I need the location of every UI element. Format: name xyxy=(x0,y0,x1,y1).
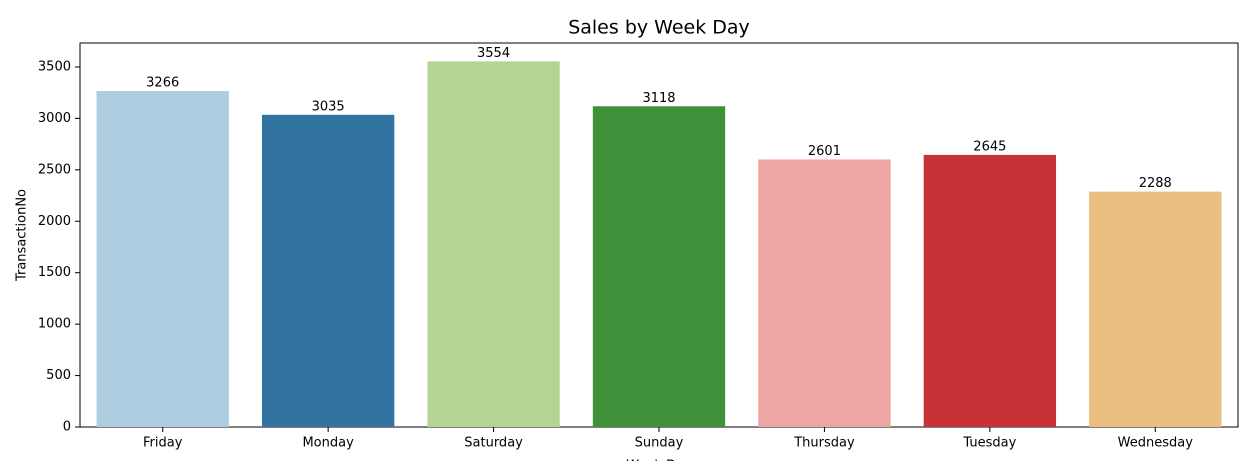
y-tick-label: 2500 xyxy=(38,162,71,177)
y-tick-label: 1500 xyxy=(38,265,71,280)
x-tick-label: Monday xyxy=(302,436,354,451)
chart-title: Sales by Week Day xyxy=(568,17,750,39)
y-tick-label: 500 xyxy=(46,368,71,383)
bar xyxy=(1089,191,1222,427)
y-tick-label: 3500 xyxy=(38,59,71,74)
x-tick-label: Thursday xyxy=(793,436,855,451)
y-tick-label: 0 xyxy=(63,420,71,435)
data-label: 2288 xyxy=(1139,176,1172,191)
bar xyxy=(592,106,726,428)
x-tick-label: Sunday xyxy=(635,436,684,451)
data-label: 3035 xyxy=(312,99,345,114)
bar xyxy=(427,61,560,427)
y-tick-label: 2000 xyxy=(38,214,71,229)
data-label: 3266 xyxy=(146,76,179,91)
x-tick-label: Tuesday xyxy=(962,436,1016,451)
bar xyxy=(758,159,891,427)
bar xyxy=(96,91,229,427)
y-axis-label: TransactionNo xyxy=(15,189,30,282)
y-tick-label: 1000 xyxy=(38,317,71,332)
x-tick-label: Wednesday xyxy=(1118,436,1194,451)
bar xyxy=(261,114,395,428)
y-tick-label: 3000 xyxy=(38,111,71,126)
data-label: 3118 xyxy=(642,91,675,106)
x-tick-label: Friday xyxy=(143,436,183,451)
x-axis-label: Week Day xyxy=(626,459,692,461)
bar xyxy=(923,154,1057,427)
data-label: 2601 xyxy=(808,144,841,159)
data-label: 2645 xyxy=(973,139,1006,154)
x-tick-label: Saturday xyxy=(464,436,523,451)
data-label: 3554 xyxy=(477,46,510,61)
